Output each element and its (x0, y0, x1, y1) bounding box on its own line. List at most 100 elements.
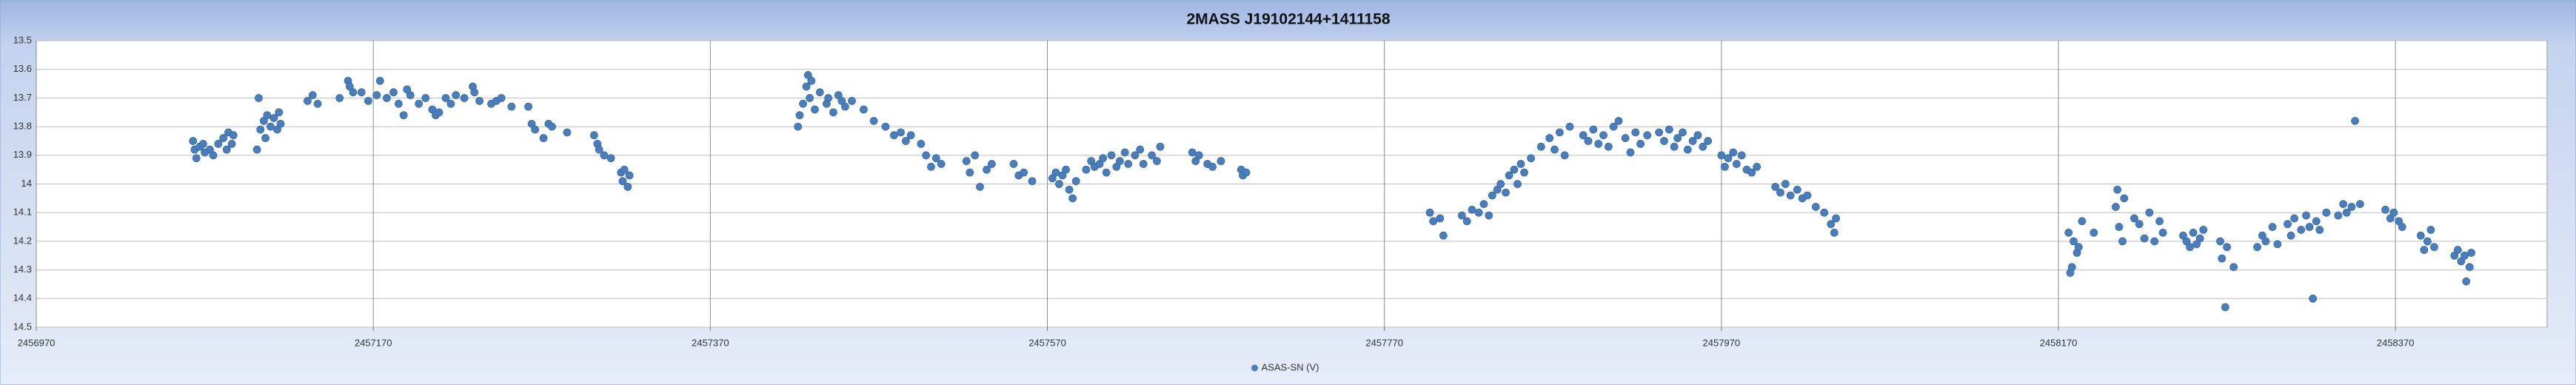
data-point (2120, 194, 2129, 203)
data-point (2199, 226, 2208, 234)
data-point (2416, 231, 2425, 240)
data-point (2465, 263, 2474, 272)
data-point (1505, 171, 1513, 180)
data-point (252, 145, 261, 154)
data-point (349, 88, 358, 97)
data-point (276, 119, 285, 128)
data-point (807, 76, 816, 85)
data-point (600, 151, 609, 160)
data-point (1550, 145, 1559, 154)
data-point (415, 99, 424, 108)
data-point (824, 93, 833, 102)
data-point (1614, 116, 1623, 125)
y-tick-label: 14.4 (13, 292, 32, 304)
data-point (214, 139, 223, 148)
data-point (1776, 188, 1784, 197)
data-point (931, 154, 940, 163)
data-point (1115, 157, 1124, 165)
data-point (2381, 205, 2389, 214)
data-point (1479, 200, 1488, 208)
data-point (2460, 251, 2469, 260)
data-point (441, 93, 450, 102)
data-point (189, 137, 198, 145)
data-point (1604, 142, 1613, 151)
data-point (1009, 160, 1018, 168)
x-tick-label: 2457970 (1703, 337, 1741, 348)
y-tick-label: 13.8 (13, 121, 32, 132)
data-point (2315, 226, 2324, 234)
data-point (2351, 116, 2359, 125)
data-point (229, 131, 238, 140)
data-point (2305, 223, 2314, 231)
data-point (1051, 168, 1060, 177)
data-point (623, 182, 632, 191)
data-point (917, 139, 926, 148)
data-point (192, 154, 201, 163)
data-point (1786, 191, 1795, 200)
data-point (2145, 208, 2154, 217)
data-point (1194, 151, 1203, 160)
data-point (1830, 228, 1839, 237)
data-point (815, 88, 824, 97)
data-point (2290, 214, 2299, 223)
data-point (2140, 234, 2149, 243)
data-point (1631, 128, 1640, 137)
data-point (1510, 165, 1519, 174)
data-point (2067, 263, 2076, 272)
data-point (1153, 157, 1161, 165)
data-point (1589, 125, 1598, 134)
data-point (2221, 303, 2229, 312)
data-point (2268, 223, 2277, 231)
data-point (2150, 237, 2159, 246)
data-point (1699, 142, 1707, 151)
data-point (304, 96, 312, 105)
data-point (1468, 205, 1476, 214)
data-point (1565, 122, 1574, 131)
data-point (589, 131, 598, 140)
x-tick-label: 2457370 (692, 337, 729, 348)
data-point (2135, 220, 2144, 229)
data-point (2286, 231, 2295, 240)
data-point (460, 93, 469, 102)
x-tick-label: 2458370 (2377, 337, 2415, 348)
data-point (372, 91, 381, 99)
data-point (2158, 228, 2167, 237)
data-point (1062, 165, 1070, 174)
data-point (2216, 237, 2224, 246)
data-point (906, 131, 915, 140)
data-point (1724, 154, 1733, 163)
data-point (1068, 194, 1077, 203)
data-point (1439, 231, 1448, 240)
data-point (1496, 180, 1505, 188)
data-point (2334, 211, 2343, 220)
data-point (988, 160, 996, 168)
data-point (1148, 151, 1157, 160)
data-point (1485, 211, 1493, 220)
data-point (406, 91, 415, 99)
data-point (1720, 162, 1729, 171)
data-point (2302, 211, 2310, 220)
data-point (976, 182, 984, 191)
data-point (2426, 226, 2435, 234)
data-point (1717, 151, 1726, 160)
data-point (2218, 254, 2227, 263)
data-point (2273, 240, 2282, 249)
data-point (890, 131, 898, 140)
y-tick-label: 14.2 (13, 235, 32, 246)
data-point (1820, 208, 1829, 217)
data-point (1599, 131, 1608, 140)
data-point (1683, 145, 1692, 154)
data-point (222, 145, 231, 154)
data-point (1457, 211, 1466, 220)
data-point (1793, 185, 1801, 194)
data-point (261, 134, 270, 142)
data-point (1753, 162, 1762, 171)
data-point (1660, 137, 1668, 145)
data-point (335, 93, 344, 102)
data-point (860, 105, 868, 114)
data-point (841, 102, 849, 111)
data-point (2155, 217, 2164, 226)
data-point (475, 96, 484, 105)
data-point (1609, 122, 1618, 131)
